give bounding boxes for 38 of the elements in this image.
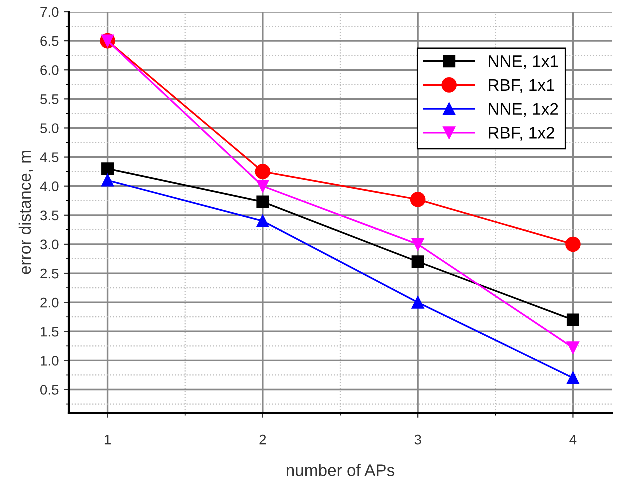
y-tick-label: 6.5 — [40, 36, 59, 46]
x-tick-label: 3 — [414, 434, 422, 445]
y-axis-title: error distance, m — [18, 151, 34, 274]
point — [412, 238, 424, 251]
point — [102, 162, 114, 176]
legend-label: NNE, 1x1 — [489, 56, 558, 70]
y-tick-label: 3.5 — [40, 210, 59, 221]
y-tick-label: 4.5 — [40, 152, 59, 162]
point — [566, 372, 580, 384]
y-tick-label: 7.0 — [40, 7, 59, 18]
point — [566, 342, 580, 354]
point — [256, 196, 270, 208]
x-tick-label: 1 — [104, 435, 111, 445]
legend-label: RBF, 1x2 — [489, 127, 554, 141]
y-tick-label: 5.5 — [40, 94, 59, 104]
point — [412, 256, 424, 268]
y-tick-label: 2.5 — [40, 268, 59, 279]
x-axis-title: number of APs — [286, 464, 395, 476]
y-tick-label: 2.0 — [40, 298, 59, 308]
point — [566, 236, 581, 252]
point — [410, 192, 426, 208]
x-tick-label: 4 — [570, 435, 577, 445]
point — [256, 180, 270, 193]
y-tick-label: 0.5 — [40, 385, 59, 395]
x-tick-label: 2 — [260, 434, 266, 445]
y-tick-label: 3.0 — [40, 240, 59, 250]
legend-label: NNE, 1x2 — [489, 103, 558, 118]
y-tick-label: 6.0 — [40, 65, 59, 76]
point — [566, 314, 580, 326]
y-tick-label: 1.0 — [41, 356, 59, 366]
point — [102, 174, 114, 187]
point — [412, 296, 424, 309]
point — [256, 214, 270, 228]
y-tick-label: 4.0 — [40, 182, 59, 192]
legend-label: RBF, 1x1 — [489, 80, 554, 94]
y-tick-label: 1.5 — [41, 327, 59, 337]
point — [255, 164, 271, 180]
y-tick-label: 5.0 — [40, 124, 59, 134]
